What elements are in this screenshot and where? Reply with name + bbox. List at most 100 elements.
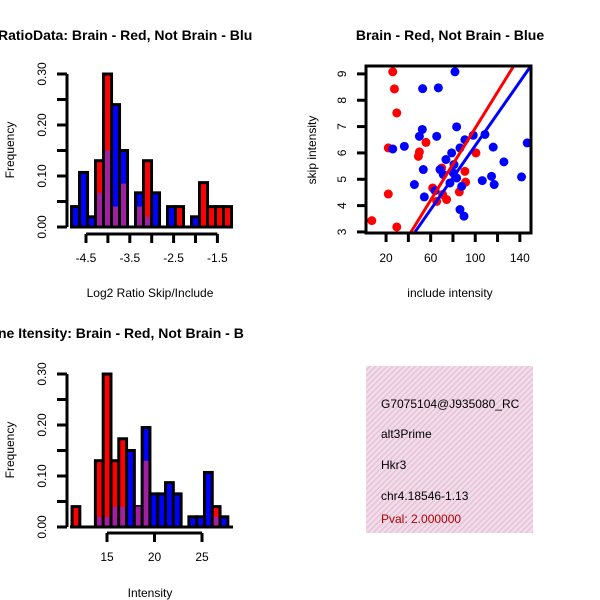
blue-point: [459, 211, 469, 221]
info-gene: Hkr3: [381, 458, 407, 472]
histogram-overlap-bar: [121, 183, 127, 226]
blue-point: [432, 131, 442, 141]
blue-point: [488, 142, 498, 152]
histogram-bar: [174, 205, 186, 229]
blue-point: [414, 131, 424, 141]
blue-point: [447, 148, 457, 158]
blue-point: [477, 176, 487, 186]
y-tick-label: 0.20: [35, 413, 49, 437]
red-point: [388, 67, 398, 77]
x-tick-label: 60: [424, 251, 438, 265]
red-point: [392, 222, 402, 232]
y-tick-label: 0.00: [35, 515, 49, 539]
blue-point: [433, 83, 443, 93]
x-tick-label: -3.5: [119, 251, 140, 265]
red-point: [413, 151, 423, 161]
histogram-overlap-bar: [105, 150, 111, 226]
blue-point: [487, 171, 497, 181]
blue-point: [417, 124, 427, 134]
intensity-scatter: Brain - Red, Not Brain - Blue include in…: [305, 27, 544, 300]
x-tick-label: 25: [195, 550, 209, 564]
scatter-xlabel: include intensity: [407, 286, 492, 300]
histogram-overlap-bar: [97, 192, 103, 226]
blue-point: [450, 67, 460, 77]
histogram-overlap-bar: [112, 506, 118, 526]
histogram-bar: [171, 492, 183, 529]
blue-point: [418, 84, 428, 94]
intensity-histogram-title: ne Itensity: Brain - Red, Not Brain - B: [0, 325, 244, 341]
blue-point: [409, 180, 419, 190]
histogram-overlap-bar: [96, 516, 102, 526]
blue-point: [419, 192, 429, 202]
histogram-overlap-bar: [120, 506, 126, 526]
info-location: chr4.18546-1.13: [381, 489, 469, 503]
scatter-ylabel: skip intensity: [305, 116, 319, 185]
histogram-overlap-bar: [143, 460, 149, 526]
red-point: [471, 148, 481, 158]
scatter-title: Brain - Red, Not Brain - Blue: [356, 27, 544, 43]
histogram-bar: [218, 515, 230, 529]
ratio-histogram-xlabel: Log2 Ratio Skip/Include: [87, 286, 214, 300]
x-tick-label: 20: [379, 251, 393, 265]
histogram-overlap-bar: [145, 216, 151, 226]
scatter-plot-area: [367, 66, 531, 233]
red-point: [442, 195, 452, 205]
red-fit-line: [409, 66, 516, 233]
x-tick-label: 100: [465, 251, 485, 265]
red-point: [392, 108, 402, 118]
intensity-histogram-xlabel: Intensity: [128, 586, 173, 600]
ratio-histogram: RatioData: Brain - Red, Not Brain - Blu …: [0, 27, 252, 300]
y-tick-label: 6: [335, 149, 349, 156]
x-tick-label: -2.5: [163, 251, 184, 265]
histogram-bar: [222, 205, 234, 229]
histogram-overlap-bar: [113, 206, 119, 226]
y-tick-label: 8: [335, 97, 349, 104]
blue-point: [418, 165, 428, 175]
y-tick-label: 0.20: [35, 113, 49, 137]
info-event-type: alt3Prime: [381, 427, 432, 441]
y-tick-label: 9: [335, 70, 349, 77]
info-pval: Pval: 2.000000: [381, 512, 461, 526]
blue-point: [499, 157, 509, 167]
info-id: G7075104@J935080_RC: [381, 397, 520, 411]
x-tick-label: 15: [100, 550, 114, 564]
blue-point: [522, 138, 531, 148]
info-box-background: [366, 366, 533, 533]
blue-point: [489, 180, 499, 190]
histogram-overlap-bar: [104, 516, 110, 526]
blue-point: [452, 122, 462, 132]
y-tick-label: 0.30: [35, 362, 49, 386]
info-box: G7075104@J935080_RC alt3Prime Hkr3 chr4.…: [366, 366, 533, 533]
red-point: [460, 166, 470, 176]
histogram-overlap-bar: [137, 206, 143, 226]
x-tick-label: 20: [148, 550, 162, 564]
histogram-bar: [70, 505, 82, 529]
x-tick-label: 140: [510, 251, 530, 265]
x-tick-label: -4.5: [76, 251, 97, 265]
intensity-histogram-ylabel: Frequency: [3, 422, 17, 479]
red-point: [421, 137, 431, 147]
y-tick-label: 3: [335, 228, 349, 235]
histogram-overlap-bar: [135, 506, 141, 526]
x-tick-label: -1.5: [207, 251, 228, 265]
y-tick-label: 5: [335, 176, 349, 183]
blue-point: [441, 155, 451, 165]
y-tick-label: 0.10: [35, 164, 49, 188]
red-point: [383, 189, 393, 199]
histogram-bar: [150, 191, 162, 229]
blue-point: [399, 141, 409, 151]
y-tick-label: 4: [335, 202, 349, 209]
plot-frame: [364, 64, 533, 235]
blue-point: [455, 205, 465, 215]
blue-point: [388, 144, 398, 154]
y-tick-label: 0.00: [35, 215, 49, 239]
red-point: [367, 216, 377, 226]
blue-fit-line: [413, 66, 531, 233]
intensity-histogram: ne Itensity: Brain - Red, Not Brain - B …: [0, 325, 244, 600]
red-point: [389, 84, 399, 94]
y-tick-label: 0.10: [35, 464, 49, 488]
blue-point: [457, 181, 467, 191]
blue-point: [517, 172, 527, 182]
ratio-histogram-title: RatioData: Brain - Red, Not Brain - Blu: [0, 27, 252, 43]
